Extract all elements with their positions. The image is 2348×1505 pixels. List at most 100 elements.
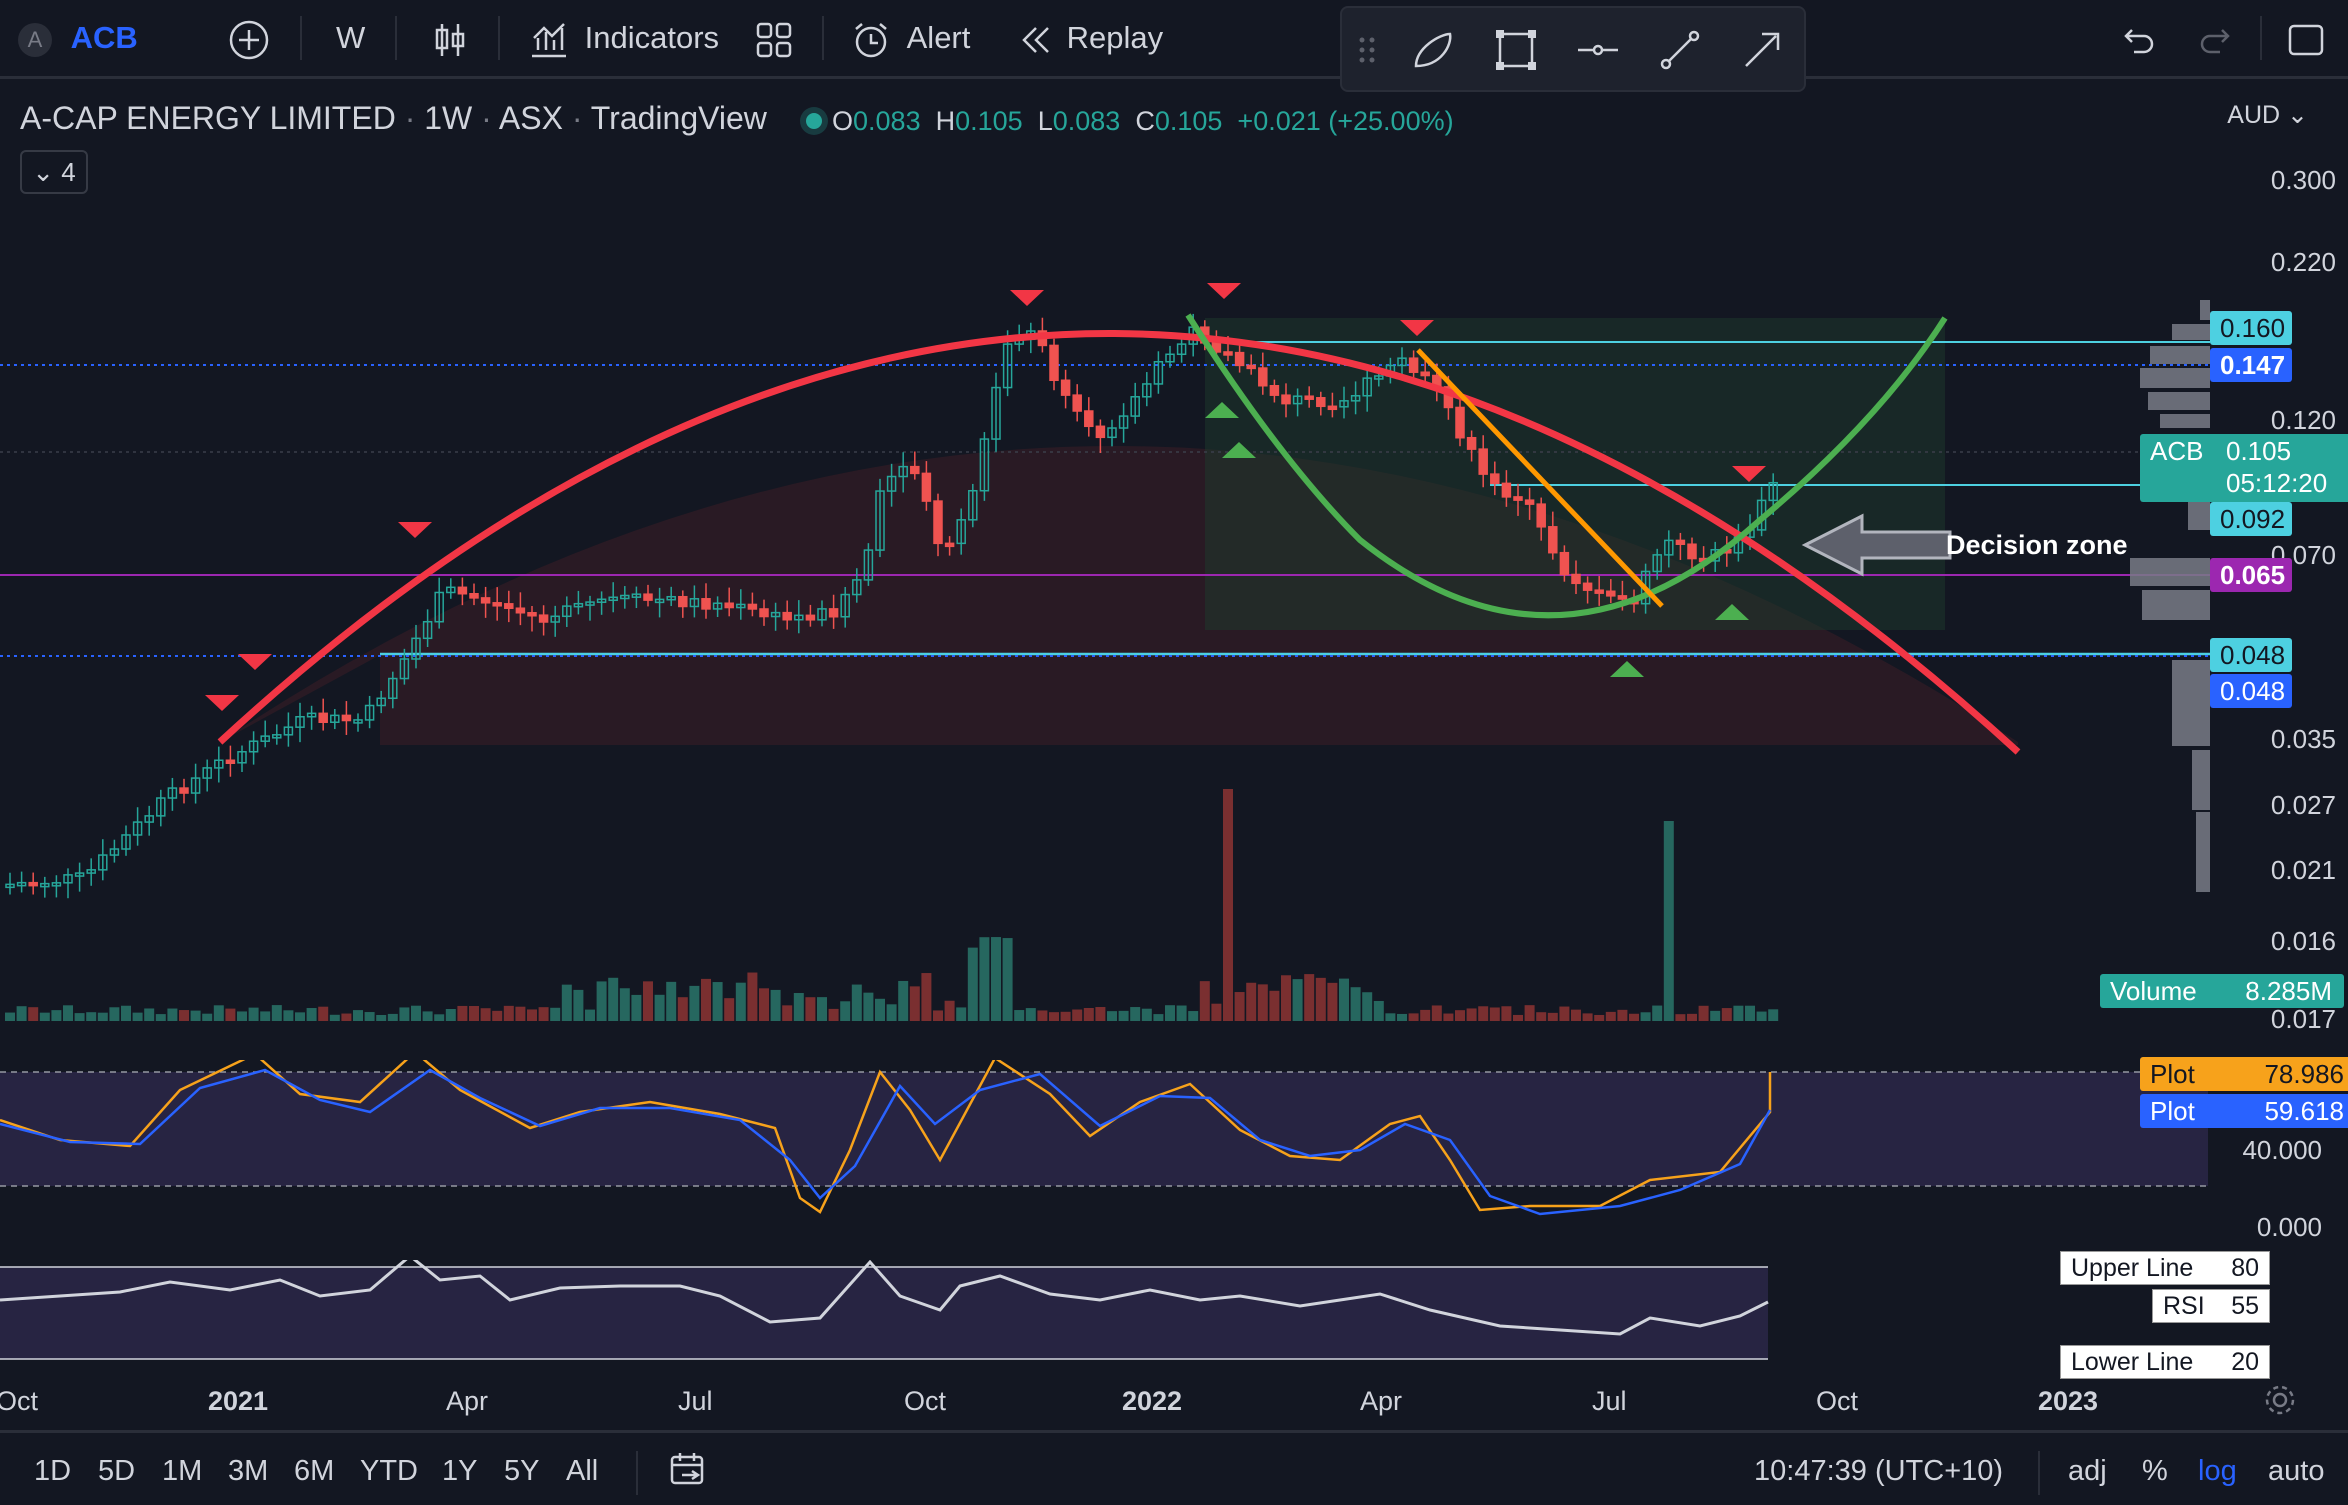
price-axis-label: 0.021 <box>2270 855 2336 885</box>
volume-bar <box>782 1005 793 1021</box>
candle <box>689 598 700 608</box>
go-to-date-icon[interactable] <box>668 1449 708 1497</box>
volume-bar <box>1153 1014 1164 1021</box>
candle <box>388 677 398 700</box>
volume-bar <box>619 988 630 1021</box>
candle <box>538 614 549 623</box>
alert-button[interactable]: Alert <box>850 16 970 60</box>
candle <box>1176 343 1187 356</box>
interval-button[interactable]: W <box>336 16 365 60</box>
candle <box>353 719 363 724</box>
legend-symbol-name[interactable]: A-CAP ENERGY LIMITED <box>20 100 396 136</box>
arrow-tool-icon[interactable] <box>1738 26 1786 74</box>
candle <box>933 500 943 545</box>
range-3m[interactable]: 3M <box>228 1455 269 1487</box>
candle <box>1490 473 1500 485</box>
horizontal-line-tool-icon[interactable] <box>1574 26 1622 74</box>
volume-bar <box>666 981 677 1021</box>
volume-bar <box>1234 992 1245 1021</box>
drag-handle-icon[interactable] <box>1352 26 1400 74</box>
candles-icon[interactable] <box>432 16 468 60</box>
drawing-toolbar <box>1340 6 1806 92</box>
candle <box>1768 481 1778 502</box>
candle <box>782 611 792 621</box>
price-chart[interactable]: Decision zone <box>0 80 2210 1380</box>
candle <box>1594 589 1604 594</box>
range-6m[interactable]: 6M <box>294 1455 335 1487</box>
volume-bar <box>1756 1011 1767 1021</box>
volume-bar <box>86 1012 97 1021</box>
range-1m[interactable]: 1M <box>162 1455 203 1487</box>
currency-selector[interactable]: AUD ⌄ <box>2227 101 2308 129</box>
volume-bar <box>643 981 653 1021</box>
price-tag-0048-blue: 0.048 <box>2210 674 2292 708</box>
volume-bar <box>1721 1008 1732 1021</box>
ohlc-values: O0.083 H0.105 L0.083 C0.105 +0.021 (+25.… <box>832 106 1454 136</box>
candle <box>40 882 50 888</box>
volume-bar <box>1547 1012 1558 1021</box>
candle <box>1130 396 1140 417</box>
candle <box>1466 436 1477 450</box>
price-axis-label: 0.016 <box>2270 926 2336 956</box>
range-ytd[interactable]: YTD <box>360 1455 418 1487</box>
candle <box>1292 395 1303 405</box>
change-value: +0.021 (+25.00%) <box>1237 106 1454 136</box>
volume-bar <box>1211 1003 1222 1021</box>
alert-label: Alert <box>906 20 971 55</box>
log-toggle[interactable]: log <box>2198 1455 2237 1487</box>
volume-bar <box>1350 987 1361 1021</box>
candle <box>1374 375 1384 380</box>
volume-bar <box>1385 1013 1396 1021</box>
compare-add-icon[interactable] <box>228 16 270 60</box>
auto-toggle[interactable]: auto <box>2268 1455 2325 1487</box>
arc-tool-icon[interactable] <box>1410 26 1458 74</box>
candle <box>306 712 317 718</box>
low-value: 0.083 <box>1052 106 1121 136</box>
chart-legend: A-CAP ENERGY LIMITED · 1W · ASX · Tradin… <box>20 100 822 137</box>
percent-toggle[interactable]: % <box>2142 1455 2168 1487</box>
settings-gear-icon[interactable] <box>2262 1382 2298 1425</box>
clock-time[interactable]: 10:47:39 (UTC+10) <box>1754 1455 2004 1487</box>
adj-toggle[interactable]: adj <box>2068 1455 2107 1487</box>
fullscreen-icon[interactable] <box>2286 16 2326 60</box>
candle <box>631 593 642 598</box>
time-axis-label: Apr <box>446 1386 489 1416</box>
range-1y[interactable]: 1Y <box>442 1455 478 1487</box>
candle <box>817 608 827 621</box>
redo-icon[interactable] <box>2196 16 2236 60</box>
range-all[interactable]: All <box>566 1455 599 1487</box>
indicators-icon <box>532 22 566 58</box>
templates-icon[interactable] <box>754 16 794 60</box>
volume-bar <box>97 1012 108 1021</box>
rectangle-tool-icon[interactable] <box>1492 26 1540 74</box>
price-tag-0160: 0.160 <box>2210 311 2292 345</box>
candle <box>1408 357 1419 373</box>
trend-line-tool-icon[interactable] <box>1656 26 1704 74</box>
volume-bar <box>1594 1014 1605 1021</box>
last-price-tag: ACB 0.105 05:12:20 <box>2140 434 2348 502</box>
volume-bar <box>701 978 711 1021</box>
volume-bar <box>329 1014 340 1021</box>
collapse-indicators-button[interactable]: ⌄ 4 <box>20 150 88 194</box>
rsi-pane[interactable] <box>0 1260 2210 1370</box>
indicators-button[interactable]: Indicators <box>528 16 719 60</box>
range-1d[interactable]: 1D <box>34 1455 72 1487</box>
replay-button[interactable]: Replay <box>1018 16 1163 60</box>
range-5d[interactable]: 5D <box>98 1455 136 1487</box>
stochastic-pane[interactable] <box>0 1060 2210 1220</box>
volume-bar <box>979 937 990 1021</box>
volume-bar <box>585 1009 595 1021</box>
volume-bar <box>596 981 607 1021</box>
volume-bar <box>387 1013 398 1021</box>
candle <box>1049 344 1059 382</box>
close-value: 0.105 <box>1154 106 1223 136</box>
range-5y[interactable]: 5Y <box>504 1455 540 1487</box>
volume-bar <box>886 1004 897 1021</box>
time-axis-label: Oct <box>904 1386 947 1416</box>
symbol-search[interactable]: A ACB <box>18 16 138 60</box>
volume-bar <box>132 1012 143 1021</box>
undo-icon[interactable] <box>2118 16 2158 60</box>
candle <box>608 596 618 602</box>
candle <box>910 465 920 475</box>
volume-bar <box>1141 1008 1152 1021</box>
